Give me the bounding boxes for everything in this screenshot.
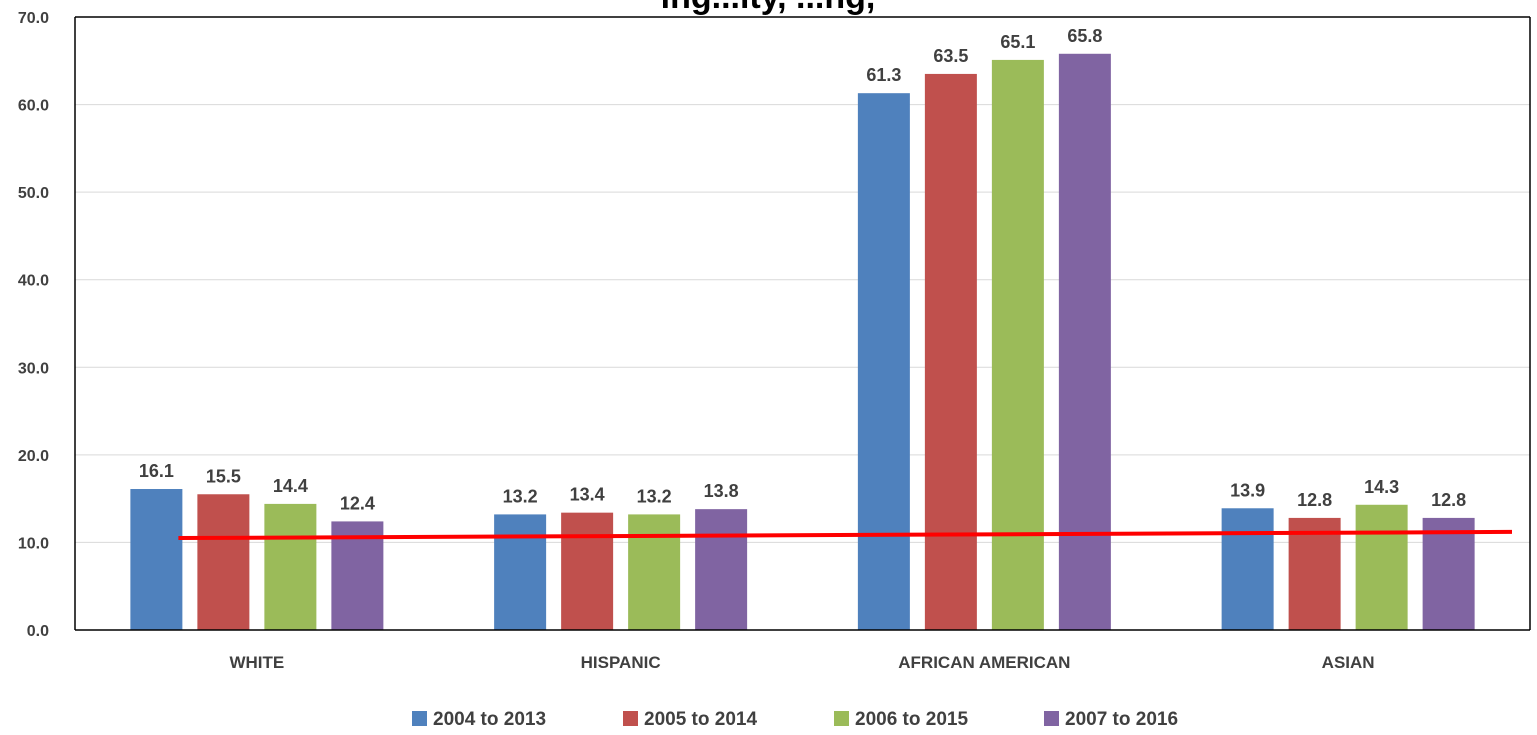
bar [331,521,384,630]
bar [628,514,681,630]
data-label: 12.8 [1431,490,1466,510]
y-tick-label: 0.0 [27,623,49,640]
data-label: 13.2 [637,486,672,506]
legend-swatch [834,711,849,726]
legend: 2004 to 2013 2005 to 2014 2006 to 2015 2007… [412,709,1178,730]
axes [74,16,1531,631]
gridlines [75,104,1530,543]
data-label: 14.3 [1364,477,1399,497]
bar [1221,508,1274,630]
bar [1288,517,1341,630]
legend-label: 2005 to 2014 [644,709,757,730]
y-tick-label: 60.0 [18,98,49,115]
data-labels: 16.1 15.5 14.4 12.4 13.2 13.4 13.2 13.8 61.3 63.5… [139,26,1466,514]
y-tick-label: 50.0 [18,185,49,202]
data-label: 13.4 [570,485,605,505]
data-label: 13.2 [503,486,538,506]
data-label: 14.4 [273,476,308,496]
bar [1058,53,1111,630]
data-label: 16.1 [139,461,174,481]
category-label: HISPANIC [581,653,661,672]
bar [130,489,183,630]
data-label: 12.8 [1297,490,1332,510]
y-tick-label: 30.0 [18,360,49,377]
data-label: 61.3 [866,65,901,85]
bar [561,512,614,630]
legend-swatch [623,711,638,726]
bar [1355,504,1408,630]
data-label: 65.8 [1067,26,1102,46]
bar [924,73,977,630]
data-label: 13.9 [1230,480,1265,500]
trendline [178,529,1513,541]
bar [264,503,317,630]
y-tick-label: 40.0 [18,273,49,290]
bar [1422,517,1475,630]
category-labels: WHITE HISPANIC AFRICAN AMERICAN ASIAN [229,653,1374,672]
data-label: 12.4 [340,493,375,513]
bar [857,93,910,631]
y-tick-label: 20.0 [18,448,49,465]
y-tick-label: 10.0 [18,535,49,552]
bar [197,494,250,630]
chart-title: ing...ity, ...ng, [661,0,876,16]
legend-label: 2004 to 2013 [433,709,546,730]
data-label: 15.5 [206,466,241,486]
data-label: 13.8 [704,481,739,501]
bar [695,509,748,630]
data-label: 63.5 [933,46,968,66]
category-label: ASIAN [1322,653,1375,672]
bar [991,59,1044,631]
legend-swatch [1044,711,1059,726]
y-tick-label: 70.0 [18,10,49,27]
data-label: 65.1 [1000,32,1035,52]
category-label: AFRICAN AMERICAN [898,653,1070,672]
y-axis-ticks: 0.0 10.0 20.0 30.0 40.0 50.0 60.0 70.0 [18,10,49,640]
category-label: WHITE [229,653,284,672]
legend-label: 2006 to 2015 [855,709,968,730]
trend-line [178,529,1513,541]
legend-label: 2007 to 2016 [1065,709,1178,730]
bar [494,514,547,630]
legend-swatch [412,711,427,726]
